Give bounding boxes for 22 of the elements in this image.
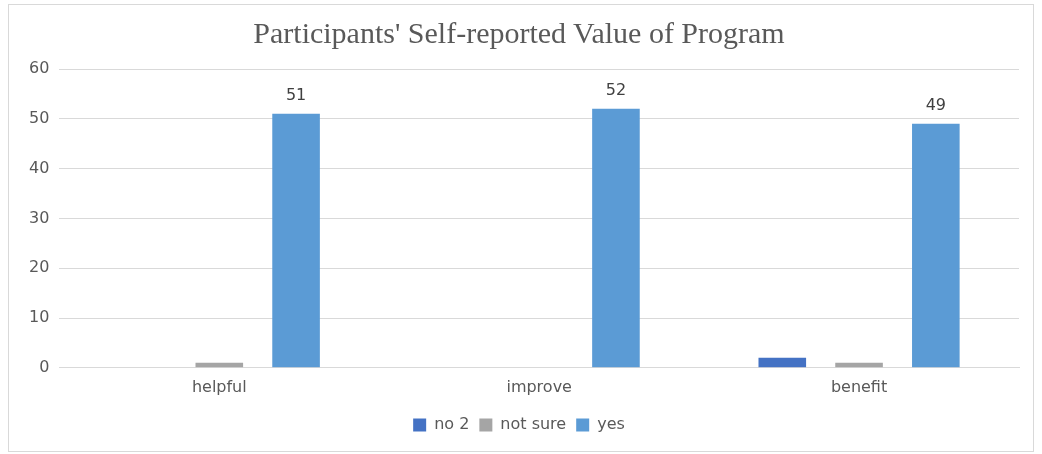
y-tick-label: 0 — [39, 356, 50, 376]
bar — [758, 357, 807, 368]
legend-label: yes — [597, 414, 625, 434]
data-label: 49 — [925, 94, 947, 114]
y-tick-label: 40 — [29, 157, 50, 177]
y-tick-label: 30 — [29, 207, 50, 227]
legend-label: no 2 — [434, 414, 470, 434]
y-tick-label: 10 — [29, 307, 50, 327]
bar — [272, 113, 320, 368]
bar — [912, 123, 960, 368]
data-label: 51 — [285, 84, 307, 104]
y-tick-label: 20 — [29, 257, 50, 277]
x-tick-label: benefit — [830, 376, 888, 396]
y-tick-label: 60 — [29, 58, 50, 78]
data-label: 52 — [605, 80, 627, 99]
bar — [835, 362, 883, 368]
x-tick-label: helpful — [191, 376, 247, 396]
chart-title: Participants' Self-reported Value of Program — [253, 15, 785, 49]
bar — [592, 108, 640, 368]
x-tick-label: improve — [506, 376, 572, 396]
y-tick-label: 50 — [29, 107, 50, 127]
legend-label: not sure — [500, 414, 567, 434]
